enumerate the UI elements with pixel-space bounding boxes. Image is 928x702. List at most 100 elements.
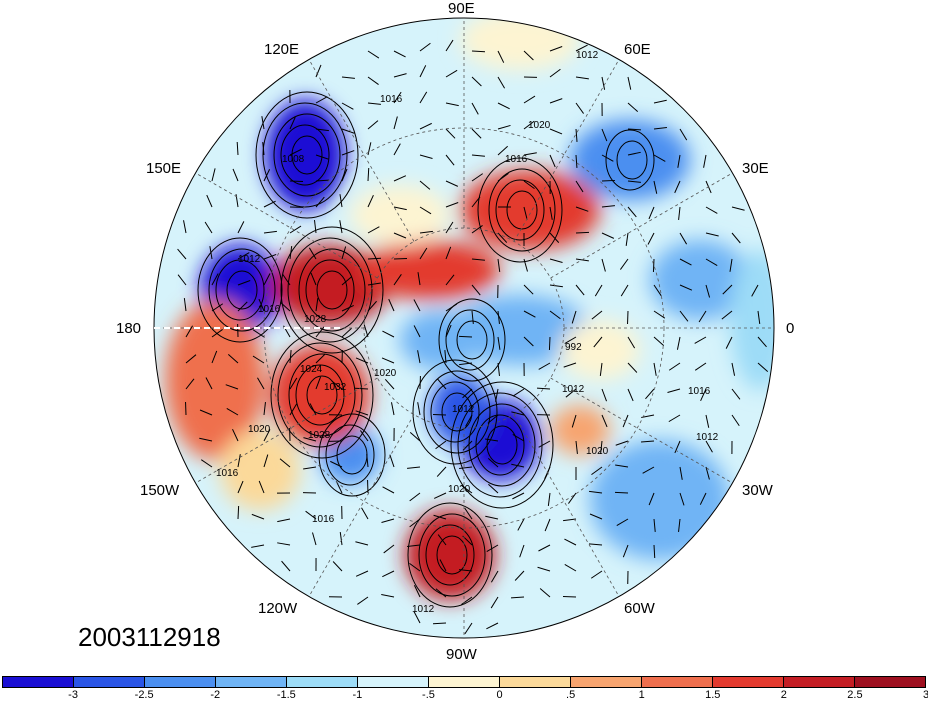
wind-barb bbox=[433, 492, 447, 499]
wind-barb bbox=[575, 102, 584, 114]
wind-barb bbox=[445, 69, 458, 78]
lon-label-30e: 30E bbox=[742, 160, 769, 177]
wind-barb bbox=[514, 570, 525, 581]
wind-barb bbox=[694, 336, 707, 344]
wind-barb bbox=[627, 180, 641, 183]
wind-barb bbox=[355, 410, 369, 416]
wind-barb bbox=[458, 335, 473, 338]
anomaly-blob bbox=[590, 440, 730, 560]
lon-label-60e: 60E bbox=[624, 41, 651, 58]
wind-barb bbox=[289, 246, 293, 260]
anomaly-blob bbox=[650, 240, 750, 320]
wind-barb bbox=[236, 141, 239, 156]
colorbar-tick-label: -.5 bbox=[422, 689, 435, 701]
colorbar-tick-label: -2 bbox=[210, 689, 221, 701]
wind-barb bbox=[263, 429, 271, 442]
wind-barb bbox=[700, 388, 707, 402]
wind-barb bbox=[393, 274, 402, 286]
isobar-contour bbox=[277, 342, 363, 448]
anomaly-blob bbox=[570, 120, 690, 200]
wind-barb bbox=[490, 570, 499, 583]
contour-label: 1008 bbox=[282, 154, 305, 165]
wind-barb bbox=[705, 284, 711, 298]
contour-label: 1012 bbox=[576, 50, 599, 61]
meridian-line bbox=[513, 414, 620, 597]
wind-barb bbox=[308, 247, 317, 260]
wind-barb bbox=[679, 284, 693, 291]
colorbar-tick-label: 1 bbox=[638, 689, 645, 701]
wind-barb bbox=[679, 128, 688, 141]
wind-barb bbox=[627, 336, 636, 349]
wind-barb bbox=[289, 377, 298, 390]
wind-barb bbox=[511, 463, 525, 468]
isobar-contour bbox=[456, 320, 488, 360]
isobar-contour bbox=[270, 331, 374, 459]
wind-barb bbox=[252, 329, 265, 338]
wind-barb bbox=[445, 154, 455, 166]
wind-barb bbox=[445, 221, 454, 234]
wind-barb bbox=[703, 154, 707, 168]
wind-barb bbox=[382, 330, 395, 338]
wind-barb bbox=[575, 231, 590, 234]
colorbar-swatch bbox=[429, 677, 500, 687]
wind-barb bbox=[619, 258, 629, 270]
wind-barb bbox=[367, 76, 379, 85]
wind-barb bbox=[432, 622, 447, 625]
wind-barb bbox=[549, 98, 563, 104]
anomaly-blob bbox=[270, 345, 370, 445]
wind-barb bbox=[366, 454, 369, 468]
wind-barb bbox=[382, 570, 395, 578]
wind-barb bbox=[488, 483, 499, 494]
wind-barb bbox=[381, 518, 395, 523]
isobar-contour bbox=[495, 179, 545, 241]
wind-barb bbox=[289, 225, 302, 234]
wind-barb bbox=[653, 362, 657, 376]
wind-barb bbox=[389, 454, 395, 468]
wind-barb bbox=[183, 298, 187, 312]
wind-barb bbox=[461, 485, 473, 494]
wind-barb bbox=[263, 230, 277, 234]
wind-barb bbox=[263, 273, 271, 286]
colorbar-tick-label: .5 bbox=[566, 689, 576, 701]
colorbar-tick-label: 2.5 bbox=[847, 689, 863, 701]
wind-barb bbox=[601, 388, 607, 402]
wind-barb bbox=[341, 150, 355, 156]
wind-barb bbox=[185, 378, 195, 390]
wind-barb bbox=[563, 362, 577, 368]
meridian-line bbox=[513, 59, 620, 242]
wind-barb bbox=[354, 387, 369, 390]
wind-barb bbox=[367, 167, 370, 182]
lon-label-90e: 90E bbox=[448, 0, 475, 17]
anomaly-blob bbox=[450, 295, 590, 365]
wind-barb bbox=[341, 276, 353, 286]
wind-barb bbox=[640, 440, 655, 443]
wind-barb bbox=[471, 102, 479, 115]
wind-barb bbox=[575, 154, 578, 169]
colorbar-swatch bbox=[358, 677, 429, 687]
colorbar-swatch bbox=[3, 677, 74, 687]
wind-barb bbox=[263, 454, 269, 468]
wind-barb bbox=[407, 544, 421, 547]
colorbar-tick-label: 3 bbox=[922, 689, 928, 701]
wind-barb bbox=[725, 336, 733, 349]
wind-barb bbox=[679, 258, 692, 266]
isobar-contour bbox=[488, 168, 556, 252]
wind-barb bbox=[668, 362, 681, 371]
anomaly-field: 1012 1016 1020 1008 1016 1012 1020 1028 10241032… bbox=[154, 18, 774, 638]
wind-barb bbox=[461, 596, 473, 605]
isobar-contour bbox=[305, 259, 355, 321]
wind-barb bbox=[315, 196, 325, 208]
wind-barb bbox=[277, 542, 291, 546]
wind-barb bbox=[258, 298, 265, 312]
wind-barb bbox=[445, 102, 459, 107]
wind-barb bbox=[627, 362, 638, 373]
colorbar-tick-label: -1.5 bbox=[276, 689, 296, 701]
wind-barb bbox=[445, 180, 459, 187]
isobar-contour bbox=[407, 502, 493, 608]
wind-barb bbox=[549, 258, 563, 263]
wind-barb bbox=[549, 154, 556, 168]
wind-barb bbox=[591, 310, 603, 320]
timestamp-label: 2003112918 bbox=[78, 622, 221, 652]
wind-barb bbox=[312, 532, 317, 546]
wind-barb bbox=[339, 220, 343, 234]
